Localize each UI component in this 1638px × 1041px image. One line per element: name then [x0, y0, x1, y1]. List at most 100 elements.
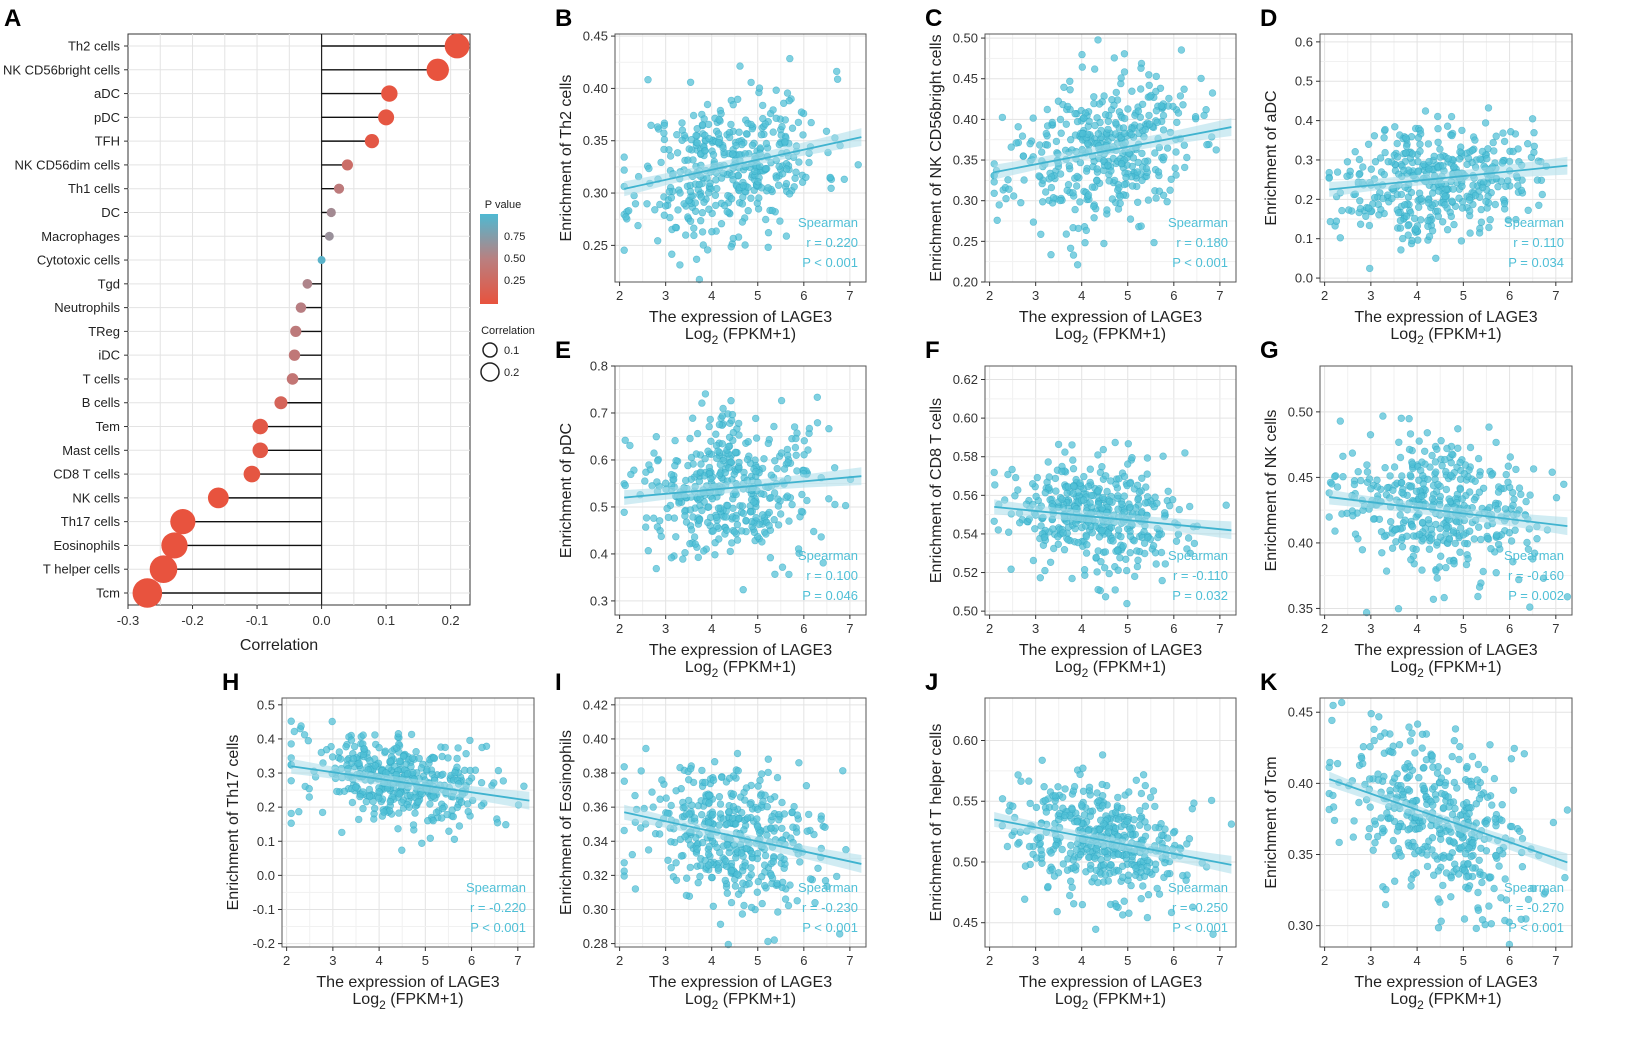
scatter-point — [1365, 824, 1374, 833]
scatter-point — [742, 130, 751, 138]
scatter-point — [1063, 102, 1072, 111]
scatter-point — [1111, 586, 1119, 594]
scatter-point — [698, 838, 707, 847]
scatter-point — [1442, 485, 1451, 494]
scatter-point — [831, 500, 839, 509]
scatter-point — [466, 766, 474, 775]
scatter-point — [1029, 114, 1037, 122]
scatter-point — [1460, 501, 1468, 510]
scatter-point — [1458, 126, 1466, 135]
scatter-point — [375, 743, 383, 752]
scatter-point — [681, 512, 689, 520]
scatter-point — [1137, 222, 1145, 230]
scatter-point — [637, 767, 645, 775]
scatter-point — [1086, 812, 1095, 820]
scatter-point — [1184, 534, 1193, 542]
scatter-point — [622, 213, 630, 221]
scatter-point — [734, 419, 743, 428]
scatter-point — [1515, 827, 1524, 835]
scatter-point — [758, 538, 766, 546]
scatter-point — [1002, 195, 1010, 203]
scatter-point — [355, 815, 363, 824]
scatter-point — [704, 861, 713, 869]
spearman-label: Spearman — [466, 880, 526, 895]
scatter-point — [797, 108, 806, 116]
scatter-point — [1414, 203, 1423, 211]
scatter-point — [771, 457, 779, 465]
scatter-point — [739, 585, 747, 594]
scatter-point — [729, 100, 737, 109]
scatter-point — [620, 867, 628, 875]
scatter-point — [653, 123, 662, 131]
scatter-point — [1338, 510, 1346, 518]
scatter-point — [773, 464, 781, 473]
scatter-point — [1522, 497, 1530, 506]
scatter-point — [1041, 566, 1049, 575]
scatter-point — [1486, 741, 1494, 749]
scatter-point — [1489, 138, 1497, 147]
scatter-point — [1390, 774, 1399, 782]
scatter-point — [1069, 456, 1077, 464]
scatter-point — [1441, 192, 1449, 201]
x-axis-label: The expression of LAGE3 — [1019, 974, 1202, 991]
scatter-point — [757, 131, 766, 139]
lollipop-dot — [252, 418, 269, 435]
scatter-point — [1408, 729, 1416, 737]
scatter-point — [1425, 157, 1433, 166]
scatter-point — [757, 770, 766, 778]
x-axis-label-units: Log2 (FPKM+1) — [1390, 991, 1501, 1012]
scatter-point — [1078, 129, 1087, 138]
scatter-point — [740, 826, 748, 834]
scatter-point — [1120, 472, 1129, 481]
lollipop-dot — [170, 509, 196, 535]
scatter-point — [414, 797, 422, 806]
scatter-point — [1098, 463, 1106, 471]
scatter-point — [1120, 114, 1129, 123]
x-tick-label: -0.2 — [181, 613, 203, 628]
scatter-point — [821, 823, 829, 831]
scatter-point — [719, 404, 727, 413]
scatter-point — [717, 174, 726, 182]
scatter-point — [653, 457, 662, 465]
scatter-point — [1412, 869, 1421, 877]
scatter-point — [1401, 763, 1409, 772]
scatter-point — [660, 211, 668, 219]
scatter-point — [706, 415, 714, 424]
scatter-point — [1408, 522, 1417, 531]
scatter-point — [1367, 165, 1376, 173]
x-tick-label: 5 — [1460, 288, 1467, 303]
scatter-point — [1021, 862, 1030, 870]
scatter-point — [1093, 177, 1101, 185]
scatter-point — [701, 390, 710, 398]
scatter-point — [490, 779, 498, 787]
log-units: (FPKM+1) — [1088, 991, 1166, 1008]
scatter-point — [1492, 132, 1500, 140]
scatter-point — [1152, 87, 1160, 96]
scatter-point — [1166, 186, 1174, 194]
scatter-point — [783, 451, 792, 459]
scatter-point — [778, 122, 786, 131]
scatter-point — [350, 742, 359, 751]
scatter-point — [1098, 791, 1107, 800]
scatter-point — [1132, 776, 1141, 784]
scatter-point — [465, 777, 473, 785]
scatter-point — [727, 243, 735, 251]
y-tick-label: 0.30 — [953, 193, 978, 208]
scatter-point — [1512, 215, 1520, 224]
scatter-point — [1402, 149, 1410, 157]
scatter-point — [1333, 483, 1342, 491]
scatter-point — [620, 246, 628, 254]
scatter-point — [707, 437, 715, 445]
scatter-point — [1012, 139, 1020, 147]
scatter-point — [1126, 503, 1134, 511]
scatter-point — [1043, 105, 1052, 114]
r-value: r = 0.100 — [806, 568, 858, 583]
scatter-point — [1152, 107, 1161, 115]
scatter-point — [755, 84, 764, 92]
scatter-point — [1518, 862, 1527, 871]
category-label: Cytotoxic cells — [37, 253, 121, 268]
scatter-point — [1004, 176, 1012, 184]
scatter-point — [1530, 148, 1538, 157]
scatter-point — [1471, 477, 1479, 485]
